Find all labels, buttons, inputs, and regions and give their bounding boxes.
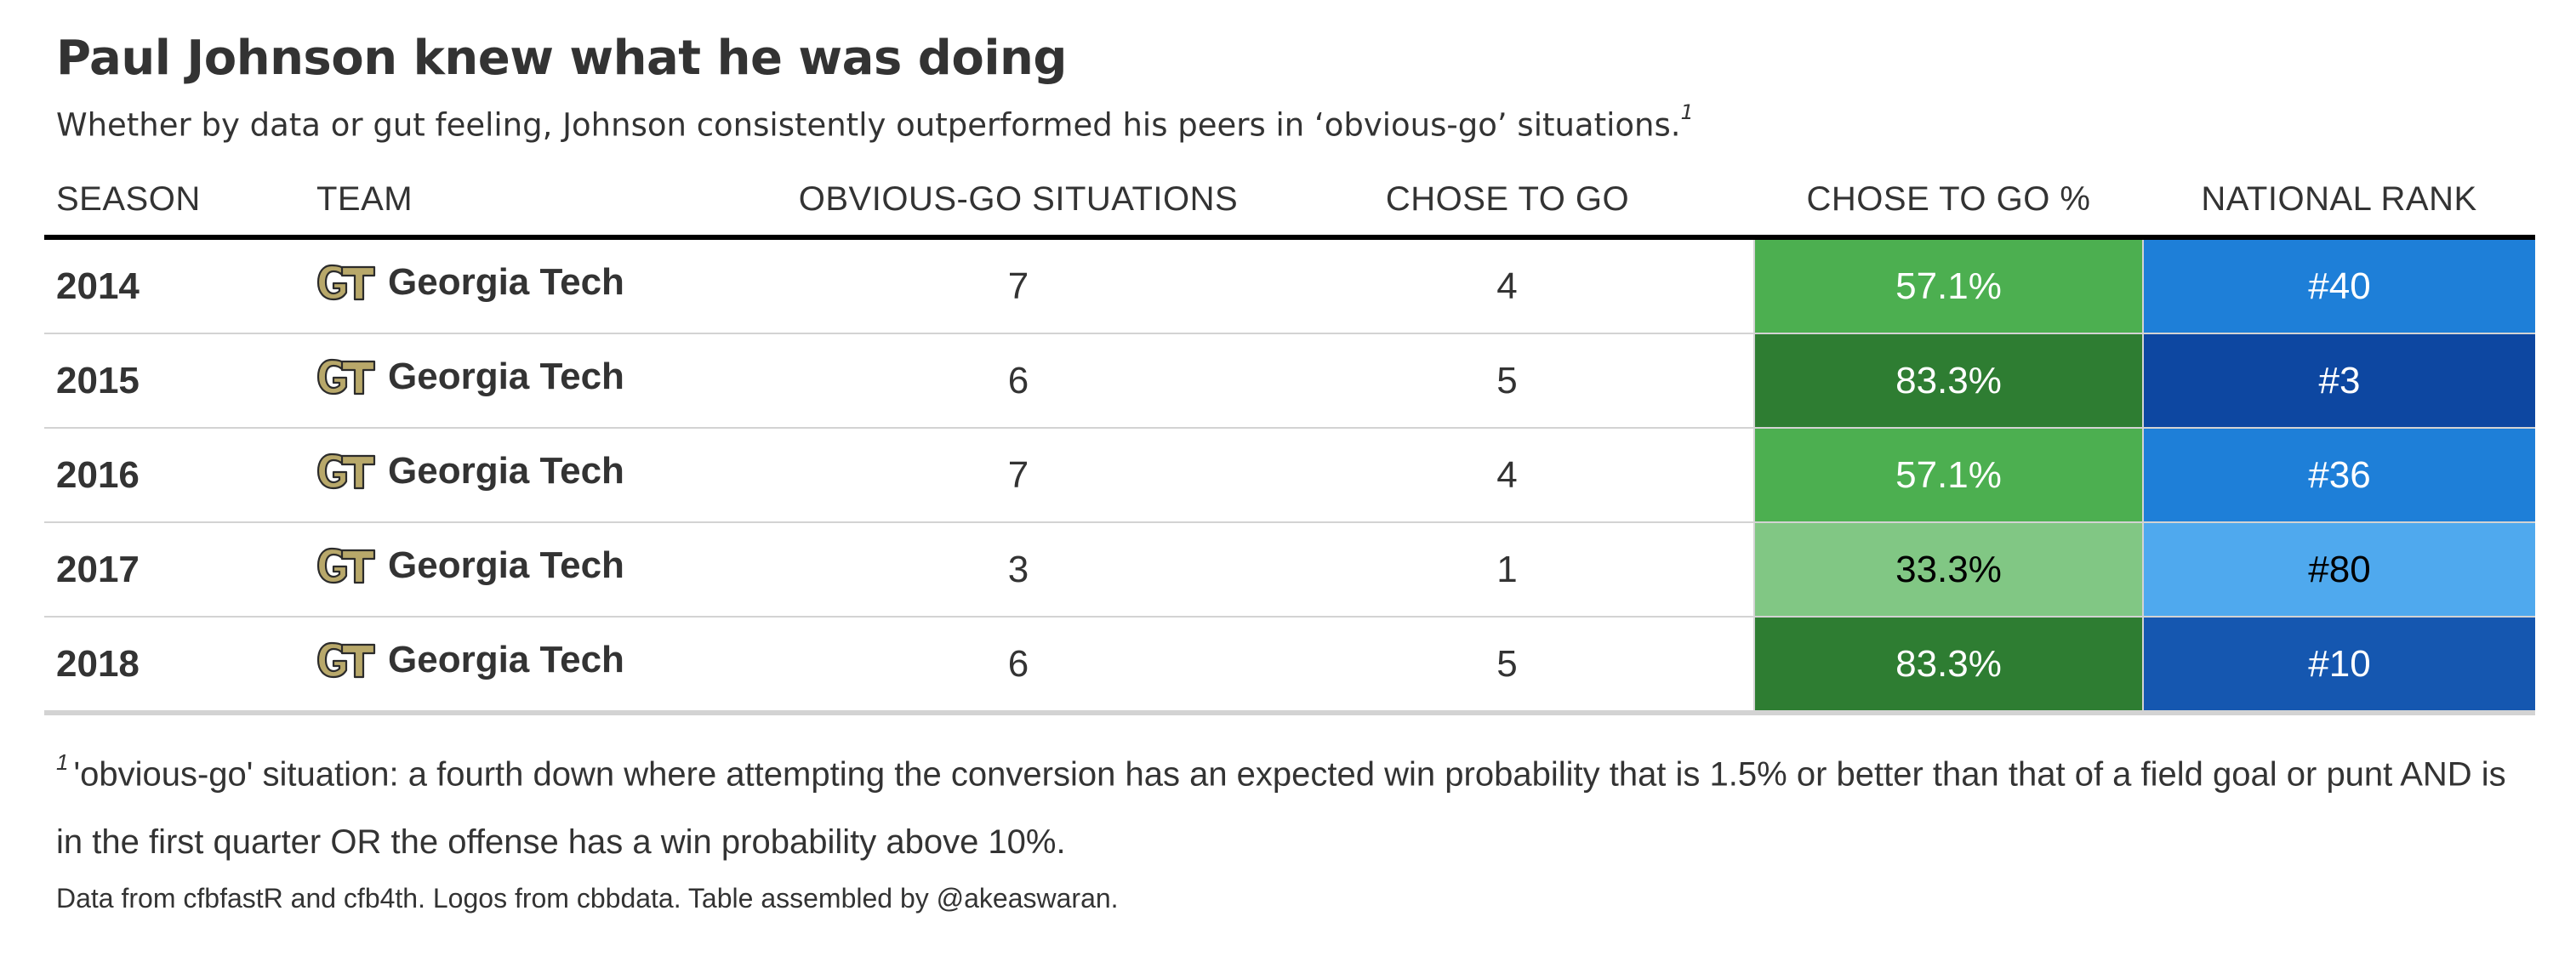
chose-to-go-cell: 4	[1261, 237, 1754, 334]
season-cell: 2016	[44, 428, 305, 523]
chose-to-go-cell: 5	[1261, 333, 1754, 429]
chose-to-go-pct-cell: 83.3%	[1753, 333, 2143, 429]
season-cell: 2014	[44, 237, 305, 334]
national-rank-cell: #40	[2142, 237, 2535, 334]
team-label: Georgia Tech	[316, 356, 624, 398]
obvious-go-situations-cell: 3	[776, 522, 1261, 618]
chose-to-go-pct-cell: 57.1%	[1753, 428, 2143, 523]
chose-to-go-cell: 5	[1261, 617, 1754, 715]
team-name: Georgia Tech	[388, 544, 624, 586]
team-cell: Georgia Tech	[305, 522, 776, 618]
chose-to-go-pct-cell: 57.1%	[1753, 237, 2143, 334]
table-header-row: SEASON TEAM OBVIOUS-GO SITUATIONS CHOSE …	[44, 163, 2535, 240]
table-row: 2015 Georgia Tech 6 5 83.3% #3	[44, 333, 2535, 429]
season-cell: 2018	[44, 617, 305, 715]
georgia-tech-logo-icon	[316, 546, 376, 585]
team-cell: Georgia Tech	[305, 428, 776, 523]
team-name: Georgia Tech	[388, 261, 624, 303]
column-header-season: SEASON	[44, 163, 305, 240]
team-name: Georgia Tech	[388, 356, 624, 397]
table-row: 2014 Georgia Tech 7 4 57.1% #40	[44, 237, 2535, 334]
column-header-obvious-go-situations: OBVIOUS-GO SITUATIONS	[776, 163, 1261, 240]
chose-to-go-cell: 4	[1261, 428, 1754, 523]
chose-to-go-pct-cell: 33.3%	[1753, 522, 2143, 618]
chart-title: Paul Johnson knew what he was doing	[56, 31, 1067, 86]
obvious-go-situations-cell: 7	[776, 428, 1261, 523]
season-cell: 2017	[44, 522, 305, 618]
obvious-go-situations-cell: 6	[776, 333, 1261, 429]
team-label: Georgia Tech	[316, 261, 624, 304]
georgia-tech-logo-icon	[316, 640, 376, 680]
national-rank-cell: #10	[2142, 617, 2535, 715]
team-label: Georgia Tech	[316, 544, 624, 587]
footnote: 1'obvious-go' situation: a fourth down w…	[56, 731, 2540, 876]
column-header-team: TEAM	[305, 163, 776, 240]
subtitle-footnote-mark: 1	[1680, 100, 1694, 124]
column-header-chose-to-go-pct: CHOSE TO GO %	[1754, 163, 2143, 240]
georgia-tech-logo-icon	[316, 357, 376, 396]
footnote-mark: 1	[56, 749, 69, 775]
national-rank-cell: #80	[2142, 522, 2535, 618]
footnote-text: 'obvious-go' situation: a fourth down wh…	[56, 755, 2506, 862]
source-note: Data from cfbfastR and cfb4th. Logos fro…	[56, 883, 1119, 914]
national-rank-cell: #3	[2142, 333, 2535, 429]
table-row: 2017 Georgia Tech 3 1 33.3% #80	[44, 522, 2535, 618]
team-cell: Georgia Tech	[305, 617, 776, 715]
team-label: Georgia Tech	[316, 639, 624, 681]
georgia-tech-logo-icon	[316, 263, 376, 302]
column-header-chose-to-go: CHOSE TO GO	[1261, 163, 1754, 240]
team-cell: Georgia Tech	[305, 333, 776, 429]
chart-subtitle: Whether by data or gut feeling, Johnson …	[56, 100, 1694, 144]
chose-to-go-pct-cell: 83.3%	[1753, 617, 2143, 715]
team-name: Georgia Tech	[388, 450, 624, 492]
obvious-go-situations-cell: 6	[776, 617, 1261, 715]
data-table: SEASON TEAM OBVIOUS-GO SITUATIONS CHOSE …	[44, 163, 2535, 715]
season-cell: 2015	[44, 333, 305, 429]
chose-to-go-cell: 1	[1261, 522, 1754, 618]
table-row: 2016 Georgia Tech 7 4 57.1% #36	[44, 428, 2535, 523]
team-label: Georgia Tech	[316, 450, 624, 492]
obvious-go-situations-cell: 7	[776, 237, 1261, 334]
team-cell: Georgia Tech	[305, 237, 776, 334]
column-header-national-rank: NATIONAL RANK	[2143, 163, 2535, 240]
subtitle-text: Whether by data or gut feeling, Johnson …	[56, 106, 1681, 144]
team-name: Georgia Tech	[388, 639, 624, 680]
national-rank-cell: #36	[2142, 428, 2535, 523]
table-row: 2018 Georgia Tech 6 5 83.3% #10	[44, 617, 2535, 715]
table-body: 2014 Georgia Tech 7 4 57.1% #40 2015 Georgia Te…	[44, 237, 2535, 715]
georgia-tech-logo-icon	[316, 452, 376, 491]
